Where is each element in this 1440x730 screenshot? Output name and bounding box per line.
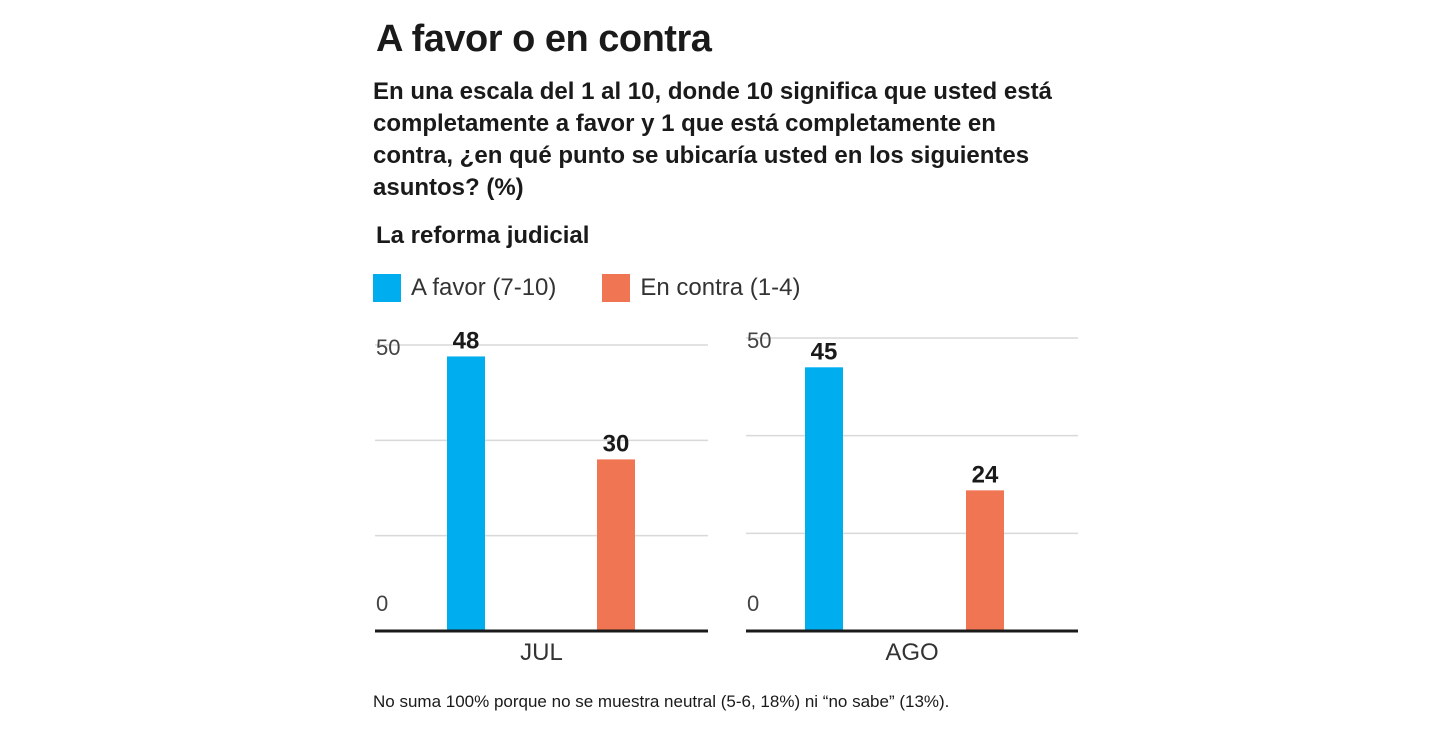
legend-item-favor: A favor (7-10) xyxy=(373,274,556,302)
legend-swatch-contra xyxy=(602,274,631,302)
footnote: No suma 100% porque no se muestra neutra… xyxy=(373,692,950,711)
x-category-label: AGO xyxy=(885,639,938,666)
y-tick-label: 0 xyxy=(747,591,759,616)
data-label: 30 xyxy=(603,430,630,457)
data-label: 24 xyxy=(972,461,999,488)
chart-subtitle: La reforma judicial xyxy=(376,222,590,249)
legend-swatch-favor xyxy=(373,274,401,302)
x-category-label: JUL xyxy=(520,639,563,666)
bar-jul-0 xyxy=(447,356,485,631)
data-label: 48 xyxy=(453,327,480,354)
legend-item-contra: En contra (1-4) xyxy=(602,274,800,302)
y-tick-label: 50 xyxy=(376,335,400,360)
bar-ago-1 xyxy=(966,490,1004,631)
survey-question: En una escala del 1 al 10, donde 10 sign… xyxy=(373,78,1052,201)
chart-title: A favor o en contra xyxy=(376,18,712,60)
bar-ago-0 xyxy=(805,367,843,631)
legend-label-favor: A favor (7-10) xyxy=(411,274,557,301)
data-label: 45 xyxy=(811,338,838,365)
legend: A favor (7-10) En contra (1-4) xyxy=(373,272,846,304)
y-tick-label: 50 xyxy=(747,328,771,353)
y-tick-label: 0 xyxy=(376,591,388,616)
legend-label-contra: En contra (1-4) xyxy=(640,274,801,301)
bar-jul-1 xyxy=(597,459,635,631)
